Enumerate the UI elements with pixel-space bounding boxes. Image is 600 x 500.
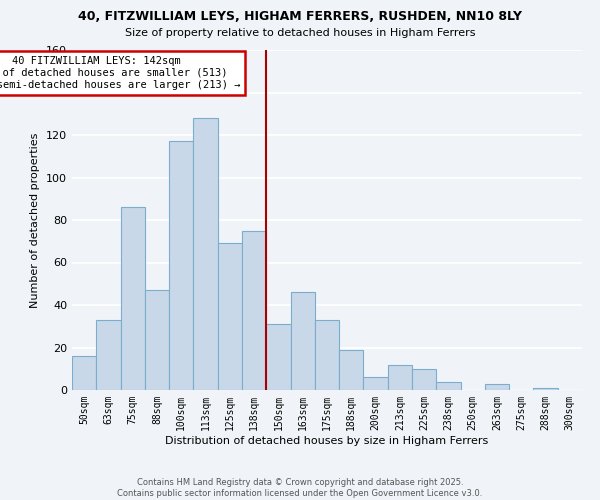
Bar	[364, 378, 388, 390]
Bar	[436, 382, 461, 390]
X-axis label: Distribution of detached houses by size in Higham Ferrers: Distribution of detached houses by size …	[166, 436, 488, 446]
Bar	[72, 356, 96, 390]
Bar	[121, 207, 145, 390]
Text: Size of property relative to detached houses in Higham Ferrers: Size of property relative to detached ho…	[125, 28, 475, 38]
Bar	[290, 292, 315, 390]
Bar	[193, 118, 218, 390]
Text: 40, FITZWILLIAM LEYS, HIGHAM FERRERS, RUSHDEN, NN10 8LY: 40, FITZWILLIAM LEYS, HIGHAM FERRERS, RU…	[78, 10, 522, 23]
Text: Contains HM Land Registry data © Crown copyright and database right 2025.
Contai: Contains HM Land Registry data © Crown c…	[118, 478, 482, 498]
Bar	[485, 384, 509, 390]
Bar	[266, 324, 290, 390]
Text: 40 FITZWILLIAM LEYS: 142sqm
← 71% of detached houses are smaller (513)
29% of se: 40 FITZWILLIAM LEYS: 142sqm ← 71% of det…	[0, 56, 240, 90]
Bar	[96, 320, 121, 390]
Bar	[315, 320, 339, 390]
Bar	[533, 388, 558, 390]
Bar	[339, 350, 364, 390]
Bar	[388, 364, 412, 390]
Bar	[145, 290, 169, 390]
Bar	[242, 230, 266, 390]
Y-axis label: Number of detached properties: Number of detached properties	[31, 132, 40, 308]
Bar	[218, 244, 242, 390]
Bar	[169, 142, 193, 390]
Bar	[412, 369, 436, 390]
